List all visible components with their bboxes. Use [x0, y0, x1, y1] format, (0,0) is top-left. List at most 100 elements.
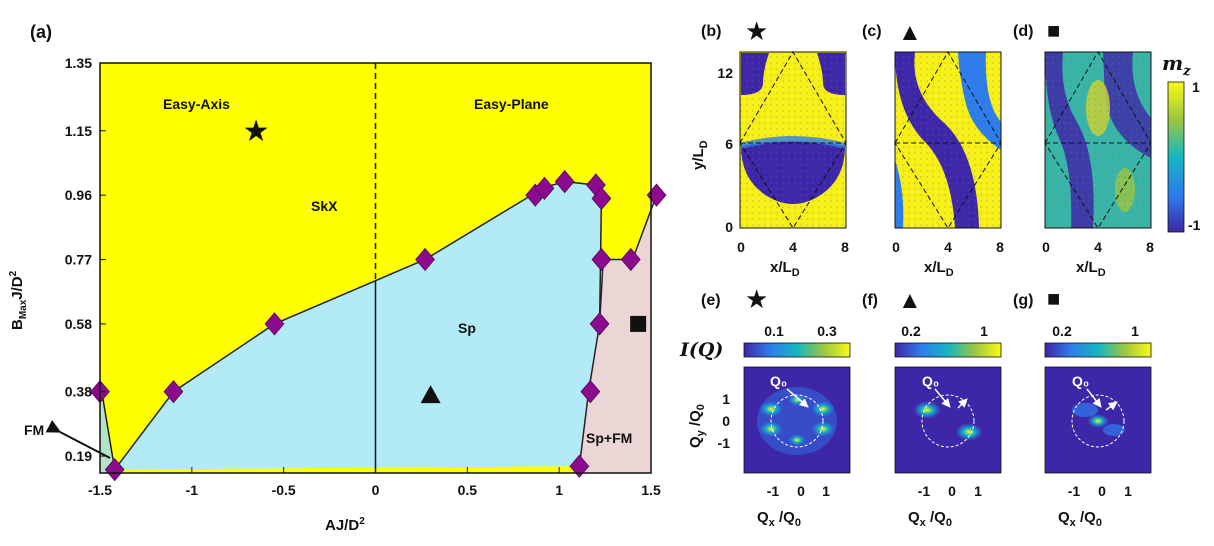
skx-label: SkX [311, 198, 338, 214]
fm-label: FM [24, 422, 44, 438]
intensity-label: I(Q) [679, 339, 723, 361]
vector-field-b [740, 52, 846, 228]
xtick-c-4: 4 [944, 239, 952, 255]
sp-region [114, 181, 602, 470]
y-tick-label-4: 0.96 [65, 187, 92, 203]
frame-b [739, 51, 847, 229]
bragg-peak-f2 [955, 423, 983, 441]
mz-colorbar-min: -1 [1188, 217, 1201, 233]
mz-colorbar-max: 1 [1192, 79, 1200, 95]
bragg-peak-e6 [788, 434, 806, 446]
intensity-colorbar-f [894, 342, 1002, 358]
qx-tick-g-1: 1 [1124, 483, 1132, 499]
ylabel-b: y/LD [690, 140, 710, 170]
x-tick-label-2: -0.5 [272, 482, 296, 498]
qx-tick-g-m1: -1 [1068, 483, 1081, 499]
intensity-colorbar-g [1044, 342, 1152, 358]
sp-fm-label: Sp+FM [586, 430, 632, 446]
boundary-marker-14 [580, 380, 601, 404]
q0-arrow-g [1086, 388, 1102, 408]
panel-c: (c) ▲ 0 4 8 x/LD [862, 19, 1004, 279]
xtick-c-0: 0 [892, 239, 900, 255]
q0-circle-g [1071, 394, 1125, 448]
square-marker [630, 315, 647, 332]
cbar-tick-g-max: 1 [1131, 323, 1139, 339]
x-tick-label-4: 0.5 [458, 482, 478, 498]
frame-c [894, 51, 1002, 229]
ytick-b-0: 0 [725, 219, 733, 235]
triangle-symbol-f: ▲ [898, 287, 922, 314]
y-tick-label-5: 1.15 [65, 123, 92, 139]
qx-label-g: Qx /Q0 [1058, 509, 1102, 529]
xtick-d-0: 0 [1042, 239, 1050, 255]
y-tick-label-2: 0.58 [65, 316, 92, 332]
qx-label-f: Qx /Q0 [908, 509, 952, 529]
boundary-marker-6 [534, 176, 555, 200]
star-symbol-e: ★ [745, 284, 768, 314]
q0-label-f: Q₀ [922, 373, 939, 389]
q0-arrow-g2 [1105, 401, 1118, 411]
sp-fm-region [579, 195, 657, 473]
xtick-b-8: 8 [841, 239, 849, 255]
x-tick-label-0: -1.5 [88, 482, 112, 498]
q0-circle-f [921, 394, 975, 448]
ytick-b-6: 6 [725, 136, 733, 152]
mz-colorbar: mz 1 -1 [1162, 51, 1201, 233]
bragg-peak-e3 [759, 421, 783, 437]
boundary-marker-3 [264, 312, 285, 336]
bragg-peak-e4 [811, 421, 835, 437]
panel-e-label: (e) [701, 292, 721, 309]
y-tick-label-6: 1.35 [65, 55, 92, 71]
y-tick-label-3: 0.77 [65, 252, 92, 268]
y-tick-label-1: 0.38 [65, 384, 92, 400]
qy-axis-label: Qy /Q0 [687, 404, 707, 448]
q0-arrow-f [934, 388, 951, 408]
panel-d-label: (d) [1013, 23, 1033, 40]
boundary-marker-13 [589, 312, 610, 336]
star-symbol: ★ [745, 16, 768, 46]
triangle-symbol: ▲ [898, 19, 922, 46]
boundary-marker-11 [620, 247, 641, 272]
cbar-tick-f-min: 0.2 [901, 323, 921, 339]
intensity-map-f [894, 366, 1002, 474]
panel-f-label: (f) [862, 292, 878, 309]
y-axis-label-a: BMaxJ/D2 [8, 270, 29, 330]
mz-colorbar-bar [1167, 81, 1185, 233]
boundary-marker-9 [591, 186, 612, 211]
panel-g-label: (g) [1013, 292, 1033, 309]
cbar-tick-e-min: 0.1 [764, 323, 784, 339]
intensity-colorbar-e [743, 342, 851, 358]
qx-tick-f-1: 1 [974, 483, 982, 499]
qy-tick-0: 0 [722, 413, 730, 429]
qy-tick-m1: -1 [718, 435, 731, 451]
qy-tick-1: 1 [722, 391, 730, 407]
boundary-marker-7 [554, 169, 575, 194]
boundary-marker-2 [163, 380, 184, 404]
mz-colorbar-title: mz [1162, 51, 1191, 79]
panel-b: (b) ★ 0 6 12 0 4 8 x/LD y/LD [690, 16, 849, 279]
square-symbol-g: ■ [1047, 286, 1060, 311]
xlabel-b: x/LD [770, 259, 800, 279]
sp-label: Sp [458, 320, 476, 336]
bragg-peak-g1 [1072, 403, 1098, 417]
panel-g: (g) ■ 0.2 1 Q₀ -1 0 1 Qx /Q0 [1013, 286, 1152, 529]
qx-tick-e-0: 0 [797, 483, 805, 499]
panel-c-label: (c) [862, 23, 882, 40]
x-tick-label-3: 0 [372, 482, 380, 498]
phase-diagram: ★ -1.5 -1 -0.5 0 0.5 1 1.5 0.19 0.38 0.58 0.77 0.9… [65, 55, 667, 498]
star-marker: ★ [243, 115, 270, 148]
fm-region [100, 391, 115, 473]
bragg-peak-e2 [811, 401, 835, 417]
easy-plane-label: Easy-Plane [474, 96, 549, 112]
panel-e: (e) ★ 0.1 0.3 Q₀ 1 0 -1 -1 0 1 Qx /Q0 [701, 284, 851, 529]
bragg-peak-f1 [913, 401, 941, 419]
sp-fm-boundary-line [598, 194, 658, 324]
vector-field-c [895, 52, 1001, 228]
boundary-marker-15 [569, 454, 590, 478]
xtick-b-0: 0 [737, 239, 745, 255]
q0-label-g: Q₀ [1072, 373, 1089, 389]
bragg-peak-g3 [1103, 424, 1125, 436]
qx-tick-f-0: 0 [948, 483, 956, 499]
fm-pointer-arrow [45, 419, 111, 459]
